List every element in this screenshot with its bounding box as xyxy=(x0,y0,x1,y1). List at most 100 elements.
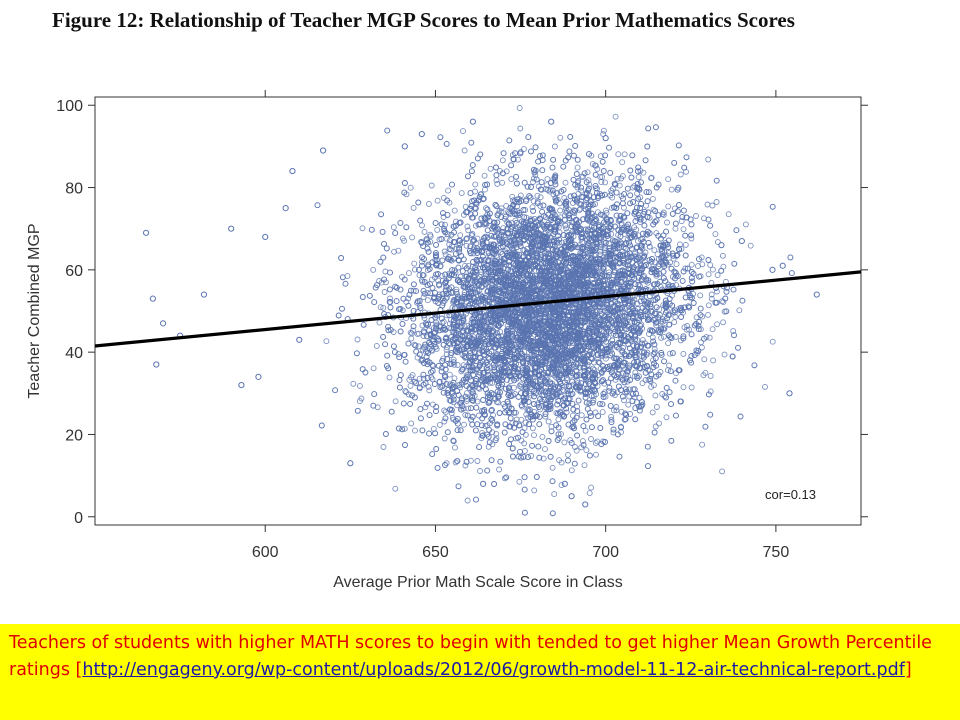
data-point xyxy=(481,172,488,179)
data-point xyxy=(742,221,749,228)
data-point xyxy=(464,223,471,230)
data-point xyxy=(381,289,388,295)
data-point xyxy=(582,427,589,434)
data-point xyxy=(620,345,627,351)
data-point xyxy=(600,254,607,261)
data-point xyxy=(433,334,440,341)
data-point xyxy=(635,174,642,181)
data-point xyxy=(705,156,712,163)
data-point xyxy=(678,218,685,225)
data-point xyxy=(730,328,737,335)
data-points xyxy=(142,105,820,517)
data-point xyxy=(665,203,672,210)
data-point xyxy=(625,365,632,372)
data-point xyxy=(528,453,535,459)
data-point xyxy=(448,410,455,417)
data-point xyxy=(472,222,479,229)
data-point xyxy=(720,319,727,326)
data-point xyxy=(516,105,523,111)
data-point xyxy=(668,186,675,193)
data-point xyxy=(597,153,604,160)
data-point xyxy=(688,235,695,242)
data-point xyxy=(666,350,673,357)
data-point xyxy=(527,392,534,399)
data-point xyxy=(651,247,658,254)
data-point xyxy=(373,342,380,349)
data-point xyxy=(424,297,431,304)
data-point xyxy=(588,484,595,491)
data-point xyxy=(422,404,429,411)
data-point xyxy=(578,412,585,419)
data-point xyxy=(714,239,721,246)
data-point xyxy=(649,334,656,341)
data-point xyxy=(671,309,678,316)
data-point xyxy=(405,270,412,277)
data-point xyxy=(632,369,639,376)
data-point xyxy=(710,357,717,364)
data-point xyxy=(561,439,568,446)
data-point xyxy=(706,334,713,341)
data-point xyxy=(616,182,623,189)
data-point xyxy=(377,304,384,311)
data-point xyxy=(457,232,464,239)
data-point xyxy=(725,211,732,218)
data-point xyxy=(530,175,537,182)
data-point xyxy=(441,435,448,442)
data-point xyxy=(628,318,635,325)
data-point xyxy=(602,179,609,186)
data-point xyxy=(639,380,646,387)
data-point xyxy=(406,376,413,383)
data-point xyxy=(350,380,357,387)
data-point xyxy=(707,388,714,395)
data-point xyxy=(653,404,660,410)
data-point xyxy=(525,414,531,421)
data-point xyxy=(489,379,496,386)
data-point xyxy=(474,458,481,464)
data-point xyxy=(576,207,583,214)
data-point xyxy=(410,327,416,334)
data-point xyxy=(688,261,695,268)
data-point xyxy=(556,457,563,464)
data-point xyxy=(387,295,393,302)
data-point xyxy=(690,290,697,297)
data-point xyxy=(615,151,622,158)
data-point xyxy=(648,383,655,390)
data-point xyxy=(434,226,441,233)
data-point xyxy=(714,272,721,279)
data-point xyxy=(638,402,645,409)
data-point xyxy=(747,242,754,249)
data-point xyxy=(481,257,488,263)
data-point xyxy=(684,323,691,329)
data-point xyxy=(370,266,377,273)
data-point xyxy=(664,219,670,226)
data-point xyxy=(605,240,612,247)
data-point xyxy=(475,412,482,419)
data-point xyxy=(440,318,447,325)
data-point xyxy=(762,383,768,390)
data-point xyxy=(677,171,684,178)
data-point xyxy=(359,225,366,232)
data-point xyxy=(529,425,536,432)
data-point xyxy=(499,157,506,164)
data-point xyxy=(414,331,421,338)
data-point xyxy=(705,311,711,318)
data-point xyxy=(376,319,383,326)
data-point xyxy=(672,313,679,320)
data-point xyxy=(427,233,434,240)
data-point xyxy=(446,371,453,378)
data-point xyxy=(712,231,719,238)
data-point xyxy=(595,372,602,378)
data-point xyxy=(608,416,615,423)
data-point xyxy=(586,490,593,497)
data-point xyxy=(680,226,687,233)
data-point xyxy=(609,194,616,201)
data-point xyxy=(612,113,619,120)
data-point xyxy=(442,251,449,258)
data-point xyxy=(568,467,575,474)
data-point xyxy=(464,497,471,504)
data-point xyxy=(457,406,464,413)
data-point xyxy=(462,462,469,469)
data-point xyxy=(380,444,387,450)
data-point xyxy=(443,460,450,467)
